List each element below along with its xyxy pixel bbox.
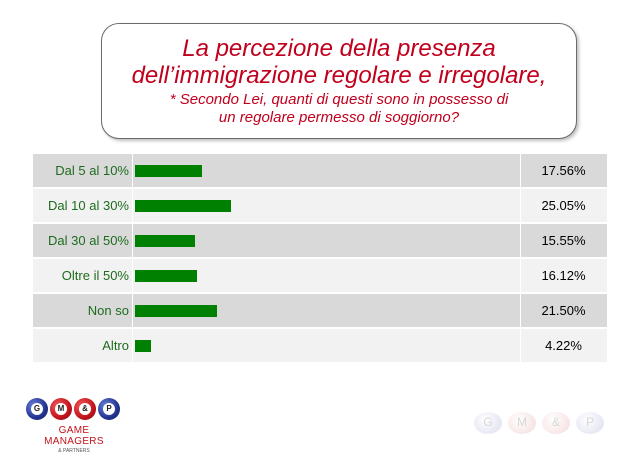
category-label: Dal 5 al 10%	[55, 163, 129, 178]
logo-text-game: GAME	[58, 425, 90, 436]
chart-row: Dal 10 al 30% 25.05%	[33, 189, 607, 223]
row-separator	[132, 224, 133, 258]
row-separator	[33, 362, 607, 363]
chart-row: Non so 21.50%	[33, 294, 607, 328]
row-separator	[132, 259, 133, 293]
logo-ball-p: P	[98, 398, 120, 420]
logo-ball-letter: P	[103, 403, 115, 415]
logo-ball-g: G	[26, 398, 48, 420]
logo-ball-letter: G	[31, 403, 43, 415]
value-label: 15.55%	[541, 233, 586, 248]
bar-chart: Dal 5 al 10% 17.56% Dal 10 al 30% 25.05% Dal…	[33, 154, 607, 363]
row-separator	[33, 327, 607, 328]
row-separator	[33, 292, 607, 293]
chart-title-line-2: dell’immigrazione regolare e irregolare,	[131, 62, 547, 89]
bar	[135, 165, 203, 177]
title-box: La percezione della presenza dell’immigr…	[101, 23, 577, 139]
value-label: 25.05%	[541, 198, 586, 213]
value-label: 17.56%	[541, 163, 586, 178]
category-label: Non so	[87, 303, 129, 318]
row-separator	[132, 294, 133, 328]
logo-ball-letter: M	[55, 403, 67, 415]
logo-watermark: G M & P	[474, 412, 604, 442]
category-label: Oltre il 50%	[61, 268, 129, 283]
chart-subtitle-line-2: un regolare permesso di soggiorno?	[218, 109, 460, 126]
chart-row: Dal 30 al 50% 15.55%	[33, 224, 607, 258]
row-separator	[520, 294, 521, 328]
category-label: Altro	[102, 338, 129, 353]
logo-text-managers: MANAGERS	[44, 436, 104, 447]
category-label: Dal 10 al 30%	[48, 198, 129, 213]
watermark-ball-letter: P	[585, 415, 594, 429]
value-label: 16.12%	[541, 268, 586, 283]
row-separator	[520, 189, 521, 223]
logo-ball-letter: &	[79, 403, 91, 415]
chart-row: Oltre il 50% 16.12%	[33, 259, 607, 293]
row-separator	[33, 222, 607, 223]
row-separator	[520, 224, 521, 258]
chart-title-line-1: La percezione della presenza	[182, 35, 496, 62]
watermark-ball: G	[474, 412, 502, 434]
category-label: Dal 30 al 50%	[48, 233, 129, 248]
bar	[135, 200, 231, 212]
watermark-ball-letter: &	[551, 415, 560, 429]
chart-subtitle-line-1: * Secondo Lei, quanti di questi sono in …	[169, 91, 509, 108]
bar	[135, 305, 218, 317]
logo-ball-and: &	[74, 398, 96, 420]
bar	[135, 270, 197, 282]
row-separator	[132, 329, 133, 363]
game-managers-logo: G M & P GAME MANAGERS & PARTNERS	[26, 398, 122, 458]
chart-row: Altro 4.22%	[33, 329, 607, 363]
watermark-ball: P	[576, 412, 604, 434]
row-separator	[33, 187, 607, 188]
watermark-ball: M	[508, 412, 536, 434]
row-separator	[520, 329, 521, 363]
value-label: 4.22%	[545, 338, 582, 353]
value-label: 21.50%	[541, 303, 586, 318]
row-separator	[520, 259, 521, 293]
chart-row: Dal 5 al 10% 17.56%	[33, 154, 607, 188]
row-separator	[132, 154, 133, 188]
watermark-ball-letter: M	[517, 415, 527, 429]
bar	[135, 340, 152, 352]
row-separator	[520, 154, 521, 188]
row-separator	[132, 189, 133, 223]
bar	[135, 235, 195, 247]
logo-ball-m: M	[50, 398, 72, 420]
row-separator	[33, 257, 607, 258]
watermark-ball-letter: G	[483, 415, 493, 429]
watermark-ball: &	[542, 412, 570, 434]
logo-text-partners: & PARTNERS	[58, 448, 90, 454]
